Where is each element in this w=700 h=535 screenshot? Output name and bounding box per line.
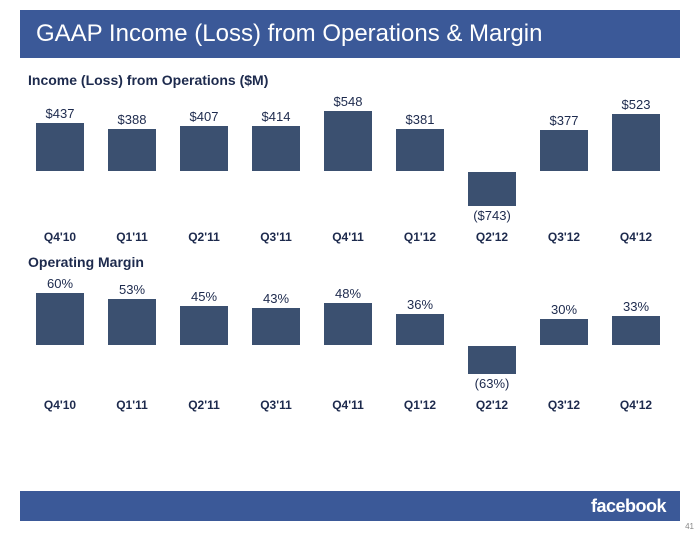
bar [396,129,444,171]
bar-slot: $381 [388,112,452,171]
bar-value-label: (63%) [475,374,510,393]
bar-value-label: $388 [118,112,147,129]
bar-value-label: $548 [334,94,363,111]
category-label: Q3'11 [244,394,308,412]
bar-value-label: 30% [551,302,577,319]
category-label: Q3'11 [244,226,308,244]
category-label: Q4'12 [604,394,668,412]
bar-value-label: 43% [263,291,289,308]
bar [180,126,228,171]
category-label: Q4'10 [28,226,92,244]
bar [396,314,444,345]
bars-positive-region: $437 $388 $407 $414 $548 $381 $377 $523 [28,94,668,172]
bar-slot: $523 [604,97,668,171]
bar-value-label: $381 [406,112,435,129]
bar [108,299,156,345]
bars-negative-region: (63%) [28,346,668,392]
category-label: Q1'11 [100,394,164,412]
title-band: GAAP Income (Loss) from Operations & Mar… [20,10,680,58]
category-label: Q2'11 [172,226,236,244]
category-label: Q2'11 [172,394,236,412]
bar [468,346,516,374]
bar [612,316,660,345]
category-axis: Q4'10 Q1'11 Q2'11 Q3'11 Q4'11 Q1'12 Q2'12 Q3'12… [28,226,668,244]
bar-value-label: 60% [47,276,73,293]
category-label: Q2'12 [460,394,524,412]
bar-slot: 60% [28,276,92,345]
bars-positive-region: 60% 53% 45% 43% 48% 36% 30% 33% [28,276,668,346]
bar-value-label: $407 [190,109,219,126]
bar [468,172,516,206]
category-label: Q4'11 [316,394,380,412]
bar [36,293,84,345]
bar-slot: 36% [388,297,452,345]
bar [252,308,300,345]
facebook-logo: facebook [591,496,666,517]
page-title: GAAP Income (Loss) from Operations & Mar… [36,20,664,48]
bar [540,319,588,345]
category-label: Q1'11 [100,226,164,244]
bar-value-label: $414 [262,109,291,126]
bar-value-label: 48% [335,286,361,303]
bar [108,129,156,171]
category-label: Q1'12 [388,226,452,244]
bar [612,114,660,171]
bar-slot: $377 [532,113,596,171]
bars-negative-region: ($743) [28,172,668,224]
category-label: Q1'12 [388,394,452,412]
bar [324,303,372,345]
bar-slot: $548 [316,94,380,171]
bar-slot-neg: (63%) [460,346,524,393]
category-label: Q4'12 [604,226,668,244]
category-label: Q3'12 [532,394,596,412]
bar-slot: $414 [244,109,308,171]
category-label: Q2'12 [460,226,524,244]
page-number: 41 [685,522,694,531]
bar-slot: 53% [100,282,164,345]
category-label: Q4'10 [28,394,92,412]
category-axis: Q4'10 Q1'11 Q2'11 Q3'11 Q4'11 Q1'12 Q2'12 Q3'12… [28,394,668,412]
bar-slot: 45% [172,289,236,345]
bar-value-label: 45% [191,289,217,306]
bar-slot: 48% [316,286,380,345]
footer-band: facebook [20,491,680,521]
bar [252,126,300,171]
bar-value-label: 33% [623,299,649,316]
income-chart: $437$388$407$414$548$381$377$523($743)Q4… [28,94,668,244]
bar-slot: 33% [604,299,668,345]
bar-value-label: 53% [119,282,145,299]
bar-slot: 30% [532,302,596,345]
margin-chart: 60%53%45%43%48%36%30%33%(63%)Q4'10Q1'11Q… [28,276,668,412]
bar-slot: $407 [172,109,236,171]
bar-value-label: 36% [407,297,433,314]
bar-value-label: $377 [550,113,579,130]
bar-value-label: ($743) [473,206,511,225]
bar-slot: $388 [100,112,164,171]
bar-slot: 43% [244,291,308,345]
bar [540,130,588,171]
category-label: Q4'11 [316,226,380,244]
bar [324,111,372,171]
bar-slot-neg: ($743) [460,172,524,225]
bar-value-label: $523 [622,97,651,114]
income-chart-title: Income (Loss) from Operations ($M) [28,72,672,88]
bar-value-label: $437 [46,106,75,123]
bar-slot: $437 [28,106,92,171]
margin-chart-title: Operating Margin [28,254,672,270]
category-label: Q3'12 [532,226,596,244]
charts-container: Income (Loss) from Operations ($M) $437$… [0,58,700,412]
bar [36,123,84,171]
bar [180,306,228,345]
